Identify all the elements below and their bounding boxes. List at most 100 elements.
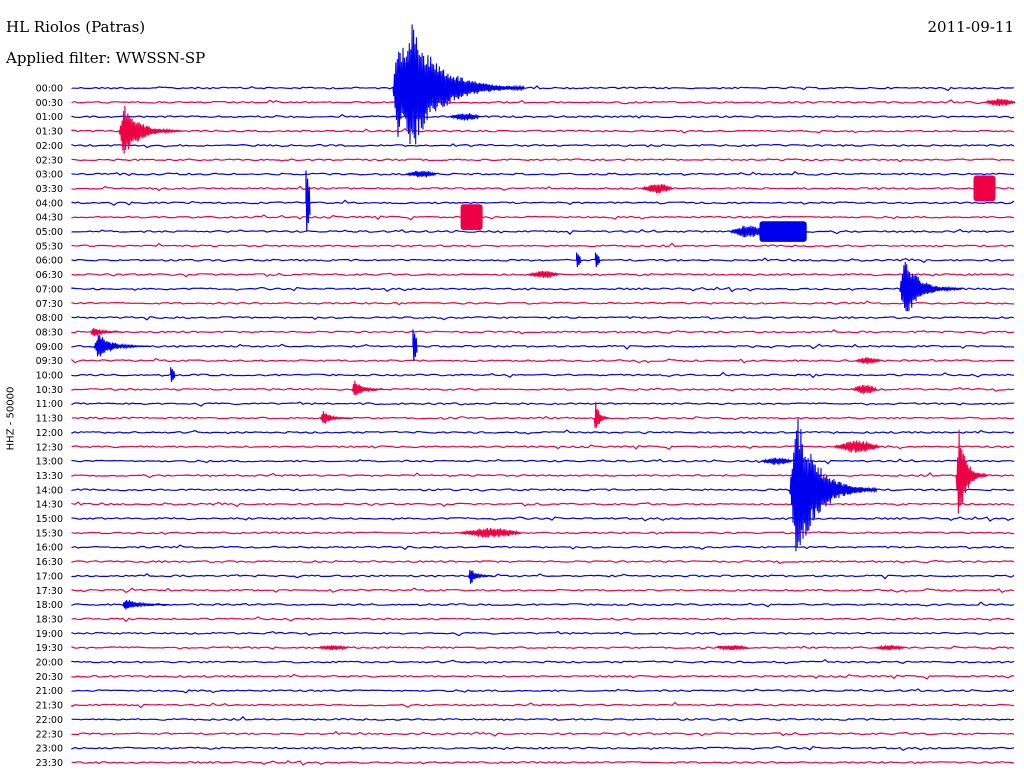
seismic-events (90, 24, 1016, 652)
event-quake-1700-28 (467, 569, 494, 584)
trace-1430 (71, 501, 1015, 508)
row-label-1730: 17:30 (36, 586, 63, 597)
trace-1300 (71, 458, 1015, 465)
event-spike-0600-12 (576, 252, 582, 268)
row-label-0930: 09:30 (36, 356, 63, 367)
row-label-0530: 05:30 (36, 241, 63, 252)
trace-1000 (71, 371, 1015, 379)
trace-0600 (71, 257, 1015, 264)
trace-1630 (71, 559, 1015, 565)
event-burst-1030-34 (852, 384, 878, 395)
trace-1800 (71, 601, 1015, 608)
row-label-0730: 07:30 (36, 299, 63, 310)
event-quake-1800-29 (121, 599, 169, 610)
row-label-2300: 23:00 (36, 744, 63, 755)
event-quake-1400-23 (788, 418, 878, 552)
trace-0230 (71, 158, 1015, 163)
event-burst-1230-26 (833, 440, 881, 453)
event-burst-0330-6 (641, 183, 673, 194)
row-label-1000: 10:00 (36, 371, 63, 382)
row-label-0030: 00:30 (36, 98, 63, 109)
row-label-0800: 08:00 (36, 313, 63, 324)
event-quake-1130-21 (320, 411, 352, 424)
row-label-0900: 09:00 (36, 342, 63, 353)
trace-0200 (71, 143, 1015, 149)
trace-0300 (71, 170, 1015, 177)
event-quake-0830-16 (90, 327, 122, 337)
event-burst-0030-4 (984, 98, 1016, 107)
row-label-2100: 21:00 (36, 686, 63, 697)
event-burst-1300-25 (760, 457, 793, 465)
row-label-0700: 07:00 (36, 284, 63, 295)
event-spike-0900-18 (412, 329, 418, 362)
trace-1530 (71, 531, 1015, 535)
event-burst-1530-27 (458, 527, 522, 538)
trace-0100 (71, 113, 1015, 119)
row-label-0100: 01:00 (36, 112, 63, 123)
row-label-2130: 21:30 (36, 701, 63, 712)
trace-0430 (71, 214, 1015, 221)
trace-2130 (71, 701, 1015, 709)
row-label-1400: 14:00 (36, 485, 63, 496)
event-quake-1330-24 (955, 429, 988, 514)
row-label-0300: 03:00 (36, 170, 63, 181)
trace-2200 (71, 716, 1015, 722)
row-label-1130: 11:30 (36, 414, 63, 425)
row-label-2330: 23:30 (36, 758, 63, 769)
row-label-1900: 19:00 (36, 629, 63, 640)
trace-0730 (71, 300, 1015, 306)
row-label-0600: 06:00 (36, 256, 63, 267)
trace-1200 (71, 429, 1015, 435)
row-label-1330: 13:30 (36, 471, 63, 482)
row-label-1530: 15:30 (36, 528, 63, 539)
row-label-1800: 18:00 (36, 600, 63, 611)
trace-1130 (71, 415, 1015, 421)
row-label-1700: 17:00 (36, 571, 63, 582)
event-quake-1030-20 (351, 380, 384, 396)
row-label-0330: 03:30 (36, 184, 63, 195)
row-label-0230: 02:30 (36, 155, 63, 166)
trace-1330 (71, 472, 1015, 479)
row-label-2030: 20:30 (36, 672, 63, 683)
trace-0030 (71, 99, 1015, 105)
event-quake-0130-2 (118, 105, 182, 154)
event-spike-1000-19 (170, 367, 176, 382)
trace-2100 (71, 688, 1015, 694)
event-block-0330-7 (973, 175, 996, 202)
trace-1930 (71, 645, 1015, 650)
event-quake-0700-15 (899, 261, 963, 312)
event-quake-0000-1 (392, 47, 456, 137)
trace-0900 (71, 343, 1015, 350)
row-label-1100: 11:00 (36, 399, 63, 410)
row-label-0000: 00:00 (36, 84, 63, 95)
row-label-0130: 01:30 (36, 127, 63, 138)
seismogram-traces (71, 85, 1015, 766)
trace-1830 (71, 616, 1015, 623)
row-label-0630: 06:30 (36, 270, 63, 281)
event-burst-1930-31 (716, 644, 749, 651)
row-label-1200: 12:00 (36, 428, 63, 439)
trace-2330 (71, 760, 1015, 766)
event-burst-0630-14 (528, 270, 560, 279)
event-burst-0300-5 (405, 170, 437, 178)
event-quake-0900-17 (93, 334, 151, 357)
trace-1730 (71, 587, 1015, 594)
row-label-2000: 20:00 (36, 658, 63, 669)
event-burst-1930-32 (874, 644, 906, 652)
trace-0400 (71, 199, 1015, 206)
event-burst-1930-30 (317, 644, 349, 651)
trace-2000 (71, 658, 1015, 665)
event-burst-0100-3 (449, 113, 481, 121)
row-label-1630: 16:30 (36, 557, 63, 568)
event-block-0430-8 (460, 204, 483, 230)
trace-0700 (71, 286, 1015, 293)
row-label-0430: 04:30 (36, 213, 63, 224)
event-spike-0400-11 (305, 170, 311, 232)
row-label-1030: 10:30 (36, 385, 63, 396)
event-block-0500-10 (759, 221, 807, 242)
trace-0500 (71, 228, 1015, 235)
row-label-0500: 05:00 (36, 227, 63, 238)
row-label-1830: 18:30 (36, 614, 63, 625)
trace-2030 (71, 673, 1015, 680)
